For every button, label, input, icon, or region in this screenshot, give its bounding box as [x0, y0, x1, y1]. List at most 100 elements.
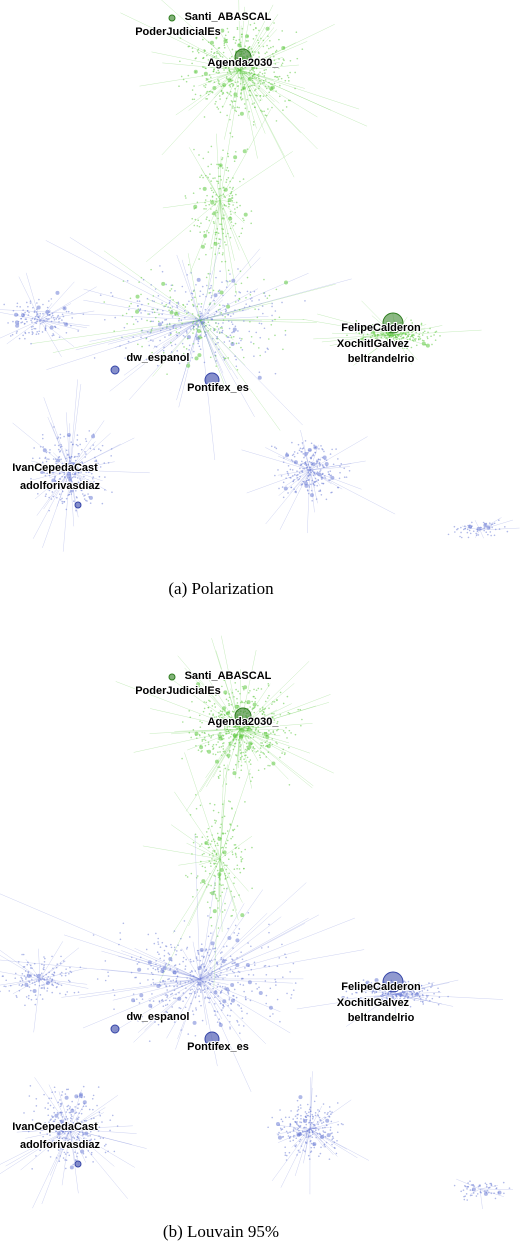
node: [205, 54, 208, 57]
node: [223, 887, 225, 890]
node: [91, 477, 94, 480]
node: [41, 998, 44, 1000]
node: [63, 473, 66, 475]
node: [489, 531, 492, 533]
node: [69, 457, 72, 460]
node: [223, 37, 226, 40]
node: [135, 976, 137, 979]
edge: [239, 728, 334, 774]
node: [396, 343, 399, 346]
node: [21, 953, 23, 956]
node: [362, 345, 365, 347]
node-label: Agenda2030_: [208, 57, 280, 69]
node: [90, 1138, 92, 1141]
node: [48, 451, 51, 454]
node: [258, 78, 260, 80]
node: [263, 708, 266, 711]
edge: [306, 469, 311, 534]
edge: [199, 903, 245, 980]
node: [197, 51, 200, 54]
node: [324, 1116, 326, 1119]
node: [281, 1128, 284, 1130]
node: [494, 528, 497, 531]
node: [25, 301, 28, 304]
node: [161, 971, 164, 974]
node: [285, 1154, 288, 1157]
node: [197, 952, 200, 954]
node: [36, 318, 39, 321]
node: [260, 751, 262, 753]
node: [256, 750, 259, 752]
edge: [199, 978, 293, 984]
node: [374, 984, 377, 987]
edge: [199, 319, 255, 418]
node: [388, 332, 391, 335]
node: [263, 61, 266, 64]
node: [234, 294, 237, 297]
node: [194, 793, 197, 796]
node: [166, 373, 168, 375]
node: [110, 291, 112, 294]
node: [195, 335, 197, 338]
node: [215, 365, 218, 367]
node: [377, 344, 380, 346]
node: [377, 342, 380, 345]
node: [176, 975, 179, 977]
hub-node: [204, 372, 220, 388]
node: [60, 1144, 63, 1147]
node: [245, 303, 247, 305]
node: [51, 955, 53, 958]
edge: [185, 728, 241, 812]
node: [182, 1000, 184, 1002]
node: [76, 455, 78, 458]
node: [249, 999, 252, 1002]
node: [329, 475, 332, 477]
node: [80, 487, 82, 490]
node: [294, 473, 296, 476]
node: [30, 974, 32, 976]
node: [263, 278, 265, 281]
node: [168, 956, 173, 961]
node: [471, 1194, 473, 1197]
node: [55, 986, 58, 989]
node: [230, 703, 233, 706]
node: [197, 981, 202, 986]
node: [325, 1118, 330, 1123]
node: [272, 1013, 274, 1015]
node: [214, 177, 216, 179]
node: [9, 984, 12, 987]
node: [184, 336, 186, 338]
node: [231, 691, 234, 694]
node: [69, 1129, 72, 1131]
edge: [39, 960, 66, 980]
node: [83, 1137, 85, 1140]
node: [370, 982, 373, 984]
node: [222, 1007, 224, 1009]
node: [304, 300, 306, 302]
node: [196, 875, 199, 877]
node: [199, 804, 202, 807]
edge: [39, 978, 89, 989]
node: [300, 724, 302, 727]
edge: [69, 1112, 104, 1130]
node: [319, 470, 321, 473]
node: [90, 482, 93, 485]
node: [192, 841, 195, 844]
node: [28, 1095, 31, 1097]
node: [243, 726, 246, 728]
node: [218, 292, 220, 294]
node: [277, 1135, 282, 1140]
edge: [69, 384, 82, 471]
node: [85, 465, 88, 467]
node: [223, 305, 226, 307]
node: [49, 310, 51, 312]
node: [217, 872, 222, 877]
node: [61, 500, 63, 503]
node: [249, 64, 251, 66]
node: [299, 1134, 301, 1136]
node: [364, 998, 367, 1001]
node: [209, 843, 212, 845]
node: [244, 700, 247, 703]
node: [311, 469, 314, 472]
node: [158, 313, 160, 316]
